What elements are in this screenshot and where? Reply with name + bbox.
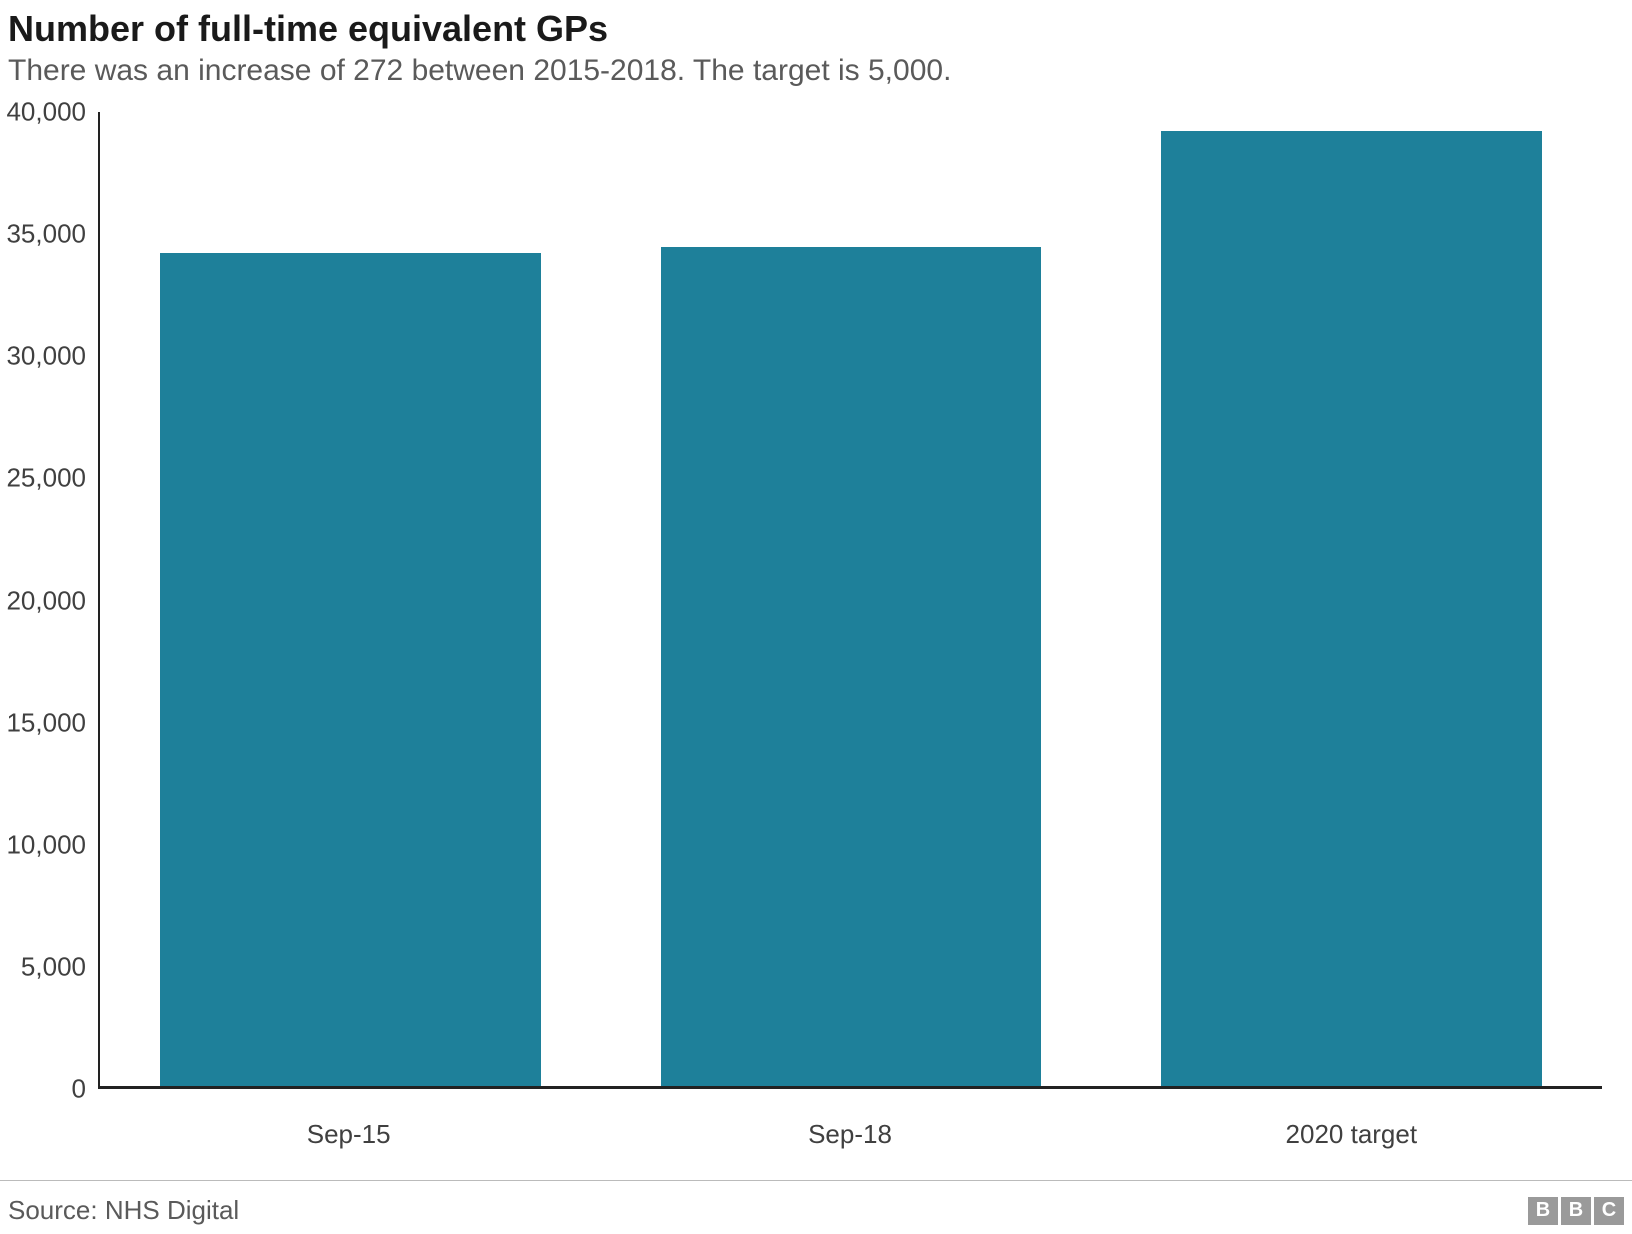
chart-title: Number of full-time equivalent GPs: [0, 0, 1632, 54]
y-axis: 05,00010,00015,00020,00025,00030,00035,0…: [8, 112, 98, 1089]
y-tick-label: 40,000: [0, 97, 86, 128]
bbc-logo-letter: B: [1561, 1197, 1591, 1225]
chart-subtitle: There was an increase of 272 between 201…: [0, 54, 1632, 112]
bbc-logo-letter: B: [1528, 1197, 1558, 1225]
x-axis: Sep-15Sep-182020 target: [0, 1089, 1632, 1180]
y-tick-label: 30,000: [0, 341, 86, 372]
bars-group: [100, 112, 1602, 1086]
x-tick-label: Sep-15: [98, 1119, 599, 1150]
x-tick-label: Sep-18: [599, 1119, 1100, 1150]
y-tick-label: 10,000: [0, 829, 86, 860]
y-tick-label: 0: [0, 1074, 86, 1105]
bbc-logo: B B C: [1528, 1197, 1624, 1225]
y-tick-label: 5,000: [0, 951, 86, 982]
plot-area: 05,00010,00015,00020,00025,00030,00035,0…: [0, 112, 1632, 1089]
bar: [661, 247, 1042, 1086]
y-tick-label: 20,000: [0, 585, 86, 616]
chart-container: Number of full-time equivalent GPs There…: [0, 0, 1632, 1234]
y-tick-label: 15,000: [0, 707, 86, 738]
bar: [1161, 131, 1542, 1086]
chart-footer: Source: NHS Digital B B C: [0, 1180, 1632, 1234]
y-tick-label: 35,000: [0, 219, 86, 250]
source-text: Source: NHS Digital: [8, 1195, 239, 1226]
y-tick-label: 25,000: [0, 463, 86, 494]
bar-slot: [100, 112, 601, 1086]
bbc-logo-letter: C: [1594, 1197, 1624, 1225]
bar-slot: [601, 112, 1102, 1086]
bar: [160, 253, 541, 1086]
plot: [98, 112, 1602, 1089]
x-tick-label: 2020 target: [1101, 1119, 1602, 1150]
bar-slot: [1101, 112, 1602, 1086]
